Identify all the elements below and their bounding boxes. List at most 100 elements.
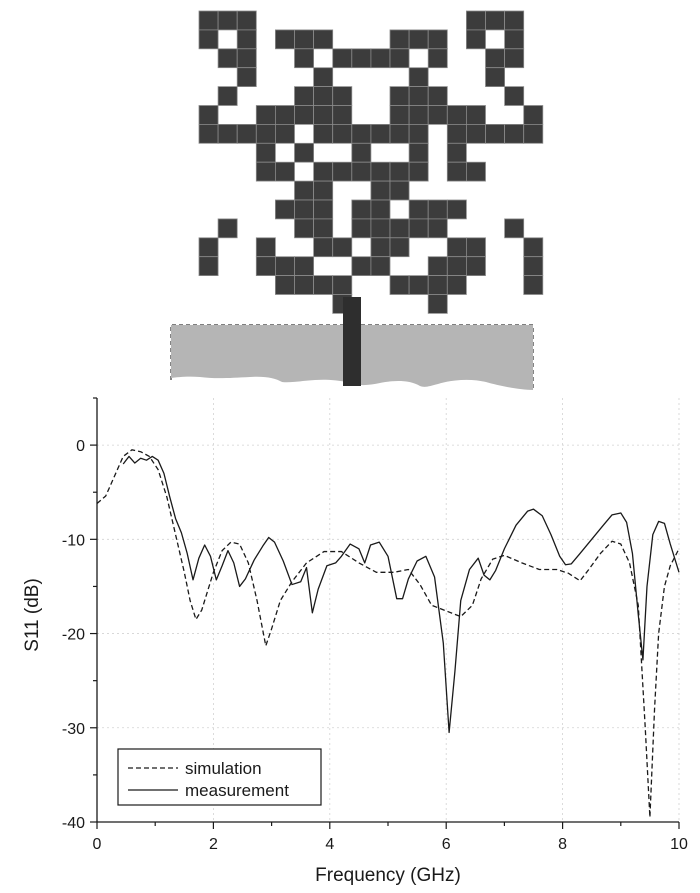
antenna-pixel [370,48,391,69]
x-tick-label: 0 [93,836,102,853]
antenna-pixel [217,218,238,239]
antenna-pixel [523,275,544,295]
antenna-pixel [255,256,276,277]
antenna-pixel [504,48,525,69]
antenna-pixel [465,256,486,277]
antenna-pixel [389,86,410,106]
antenna-pixel [504,218,525,239]
legend-label-measurement: measurement [185,781,289,800]
antenna-pixel [351,199,372,220]
antenna-pixel [389,218,410,239]
y-axis-label: S11 (dB) [22,578,43,652]
antenna-pixel [274,256,295,277]
antenna-pixel [504,29,525,50]
antenna-pixel [313,124,334,144]
antenna-pixel [351,161,372,182]
antenna-pixel [294,218,315,239]
chart-grid [97,398,680,822]
antenna-pixel [389,105,410,125]
antenna-pixel [370,199,391,220]
antenna-pixel [313,105,334,125]
antenna-pixel [446,142,467,163]
antenna-pixel [332,124,353,144]
antenna-pixel [465,29,486,50]
antenna-pixel [389,161,410,182]
x-axis-label: Frequency (GHz) [315,865,461,886]
antenna-pixel [427,105,448,125]
antenna-pixel [255,142,276,163]
antenna-pixel [427,294,448,314]
antenna-pixel [332,48,353,69]
antenna-pixel [198,105,219,125]
antenna-pixel [465,237,486,258]
antenna-pixel [408,199,429,220]
antenna-pixel [523,237,544,258]
antenna-pixel [408,67,429,87]
antenna-pixel [446,275,467,295]
antenna-pixel [255,237,276,258]
antenna-pixel [370,180,391,201]
antenna-pixel [294,29,315,50]
antenna-pixel [351,256,372,277]
antenna-pixel [389,275,410,295]
antenna-pixel [408,161,429,182]
antenna-pixel [236,67,257,87]
antenna-pixel [313,161,334,182]
antenna-pixel [294,105,315,125]
antenna-pixel [427,199,448,220]
antenna-pixel [313,180,334,201]
antenna-pixel [370,256,391,277]
antenna-pixel [427,275,448,295]
antenna-pixel [427,86,448,106]
antenna-pixel [523,105,544,125]
x-tick-label: 10 [670,836,688,853]
pixelated-radiator-patch [198,10,544,314]
antenna-pixel [523,256,544,277]
antenna-pixel [408,275,429,295]
antenna-pixel [274,29,295,50]
antenna-pixel [370,237,391,258]
antenna-pixel [370,161,391,182]
antenna-pixel [198,237,219,258]
antenna-pixel [389,29,410,50]
antenna-pixel [236,48,257,69]
antenna-pixel [198,124,219,144]
antenna-pixel [408,124,429,144]
antenna-pixel [465,10,486,31]
antenna-pixel [446,237,467,258]
antenna-pixel [294,142,315,163]
antenna-pixel [313,218,334,239]
y-tick-label: 0 [76,438,85,455]
antenna-layout-illustration [170,10,544,390]
antenna-pixel [236,10,257,31]
antenna-pixel [408,105,429,125]
series-line-measurement [122,455,680,734]
antenna-pixel [427,218,448,239]
antenna-pixel [485,124,506,144]
y-axis-ticks: 0 -10 -20 -30 -40 [62,397,97,832]
chart-series [96,449,680,818]
antenna-pixel [351,48,372,69]
y-tick-label: -30 [62,721,85,738]
antenna-pixel [389,124,410,144]
antenna-pixel [332,86,353,106]
antenna-pixel [504,124,525,144]
antenna-pixel [370,218,391,239]
antenna-pixel [427,29,448,50]
antenna-pixel [217,10,238,31]
legend-box [117,748,322,806]
y-tick-label: -10 [62,532,85,549]
antenna-pixel [446,256,467,277]
antenna-pixel [408,142,429,163]
antenna-pixel [370,124,391,144]
antenna-pixel [217,48,238,69]
antenna-pixel [255,161,276,182]
antenna-pixel [465,161,486,182]
x-tick-label: 4 [325,836,334,853]
antenna-pixel [446,199,467,220]
antenna-pixel [408,218,429,239]
feed-line [343,297,361,386]
antenna-pixel [389,237,410,258]
antenna-pixel [332,105,353,125]
antenna-pixel [427,256,448,277]
